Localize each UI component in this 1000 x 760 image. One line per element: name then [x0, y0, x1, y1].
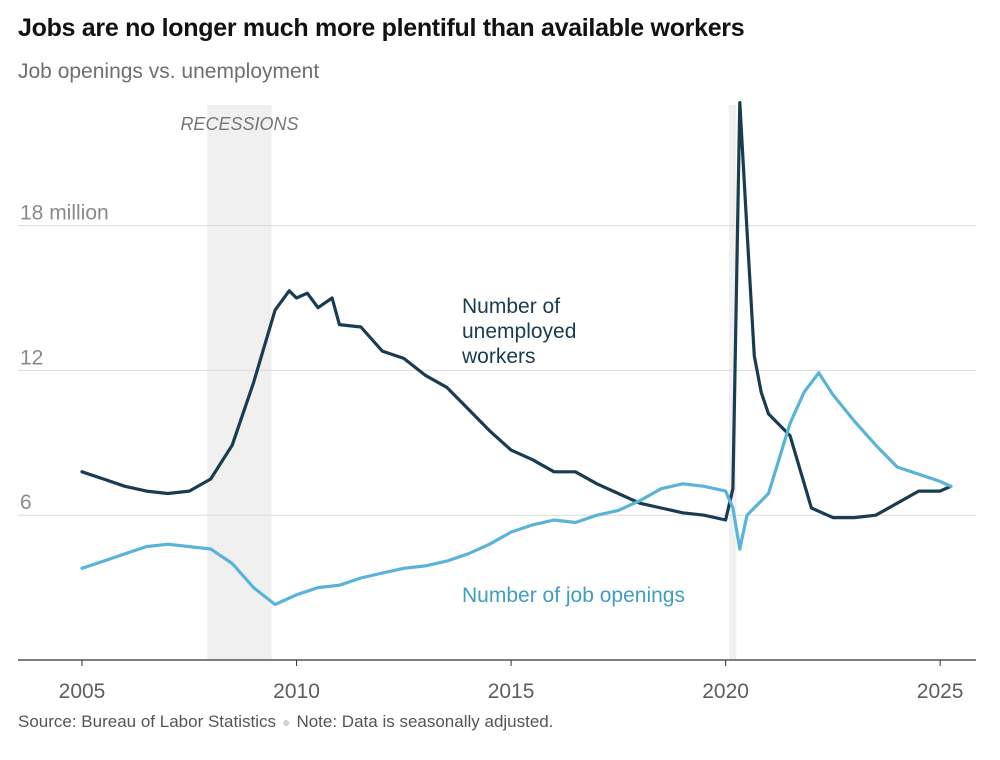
x-tick-label-2010: 2010: [273, 680, 320, 703]
recession-band-1: [207, 105, 272, 660]
line-chart: RECESSIONS 6 12 18 million 2005 2010 2015 202…: [18, 101, 976, 703]
data-note: Note: Data is seasonally adjusted.: [296, 712, 554, 731]
chart-title: Jobs are no longer much more plentiful t…: [18, 14, 745, 42]
y-tick-label-6: 6: [20, 491, 32, 514]
recession-band-2: [729, 105, 737, 660]
recession-bands: RECESSIONS: [180, 105, 737, 660]
chart-subtitle: Job openings vs. unemployment: [18, 60, 320, 83]
label-job-openings: Number of job openings: [462, 584, 685, 607]
recessions-label: RECESSIONS: [180, 114, 298, 134]
label-unemployed-line-1: Number of: [462, 295, 560, 318]
gridlines: 6 12 18 million: [18, 202, 976, 516]
series-line-openings: [80, 371, 953, 607]
x-tick-label-2020: 2020: [702, 680, 749, 703]
y-tick-label-18: 18 million: [20, 202, 109, 225]
label-unemployed-line-2: unemployed: [462, 320, 576, 343]
series-lines: [80, 101, 953, 607]
label-unemployed-workers: Number of unemployed workers: [461, 295, 576, 368]
source-note: Source: Bureau of Labor Statistics: [18, 712, 276, 731]
annotations: Number of unemployed workers Number of job …: [461, 295, 685, 607]
label-unemployed-line-3: workers: [461, 345, 536, 368]
separator-dot: ●: [281, 714, 291, 730]
x-tick-label-2025: 2025: [917, 680, 964, 703]
x-tick-label-2015: 2015: [488, 680, 535, 703]
series-line-unemployed: [80, 101, 953, 522]
footer: Source: Bureau of Labor Statistics ● Note:…: [18, 712, 554, 732]
x-axis: 2005 2010 2015 2020 2025: [18, 659, 976, 703]
x-tick-label-2005: 2005: [59, 680, 106, 703]
y-tick-label-12: 12: [20, 346, 43, 369]
